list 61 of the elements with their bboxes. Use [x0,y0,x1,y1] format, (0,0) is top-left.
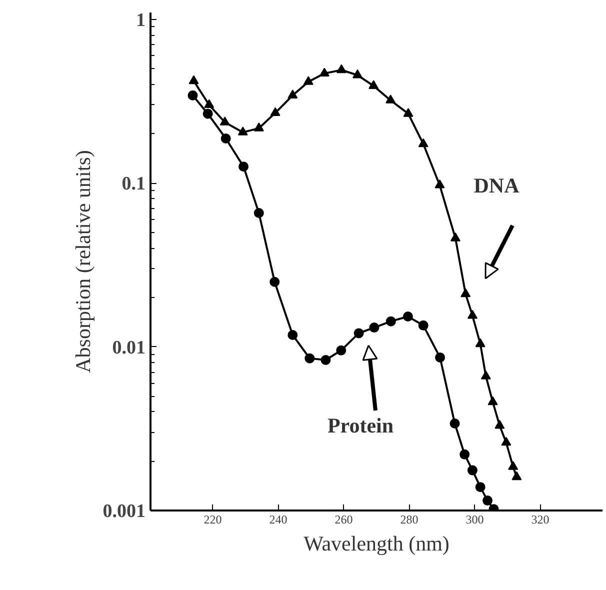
point [204,99,214,108]
point [403,108,414,117]
point [386,94,396,104]
point [482,496,493,506]
annotation: DNA [474,174,520,198]
point [460,449,470,460]
point [418,320,428,330]
point [488,396,498,406]
point [352,69,363,78]
point [480,370,491,380]
point [319,68,330,77]
point [288,90,298,98]
point [369,322,380,333]
x-tick-label: 300 [466,512,484,526]
point [270,107,280,116]
point [202,108,213,119]
y-tick-label: 0.01 [112,337,146,358]
point [435,352,446,362]
point [467,310,478,319]
point [254,208,264,218]
x-tick-label: 240 [269,512,288,526]
point [450,418,460,428]
point [304,353,315,364]
point [512,471,522,480]
point [336,345,346,356]
point [188,75,199,84]
point [434,179,445,188]
point [336,64,346,74]
point [450,232,460,242]
x-tick-label: 320 [531,512,550,526]
y-axis-title: Absorption (relative units) [70,150,95,373]
point [303,76,314,85]
point [386,316,396,326]
point [460,288,471,298]
point [220,116,230,126]
point [220,134,231,144]
x-tick-label: 260 [334,512,353,526]
point [288,330,298,340]
point [508,461,518,470]
y-tick-label: 0.1 [122,174,146,195]
point [501,436,512,446]
y-tick-label: 0.001 [102,501,146,522]
point [418,138,428,148]
point [270,276,280,287]
point [238,126,248,136]
y-tick-label: 1 [136,10,146,31]
point [475,338,486,348]
x-tick-label: 280 [400,512,418,526]
point [254,122,264,132]
point [320,355,331,365]
point [368,80,379,89]
point [354,328,364,338]
x-axis-title: Wavelength (nm) [304,532,450,556]
point [494,420,505,429]
point [475,482,486,492]
point [188,90,198,100]
point [467,465,478,476]
annotation: Protein [327,414,394,438]
point [238,162,249,172]
x-tick-label: 220 [204,512,222,526]
point [402,312,413,322]
